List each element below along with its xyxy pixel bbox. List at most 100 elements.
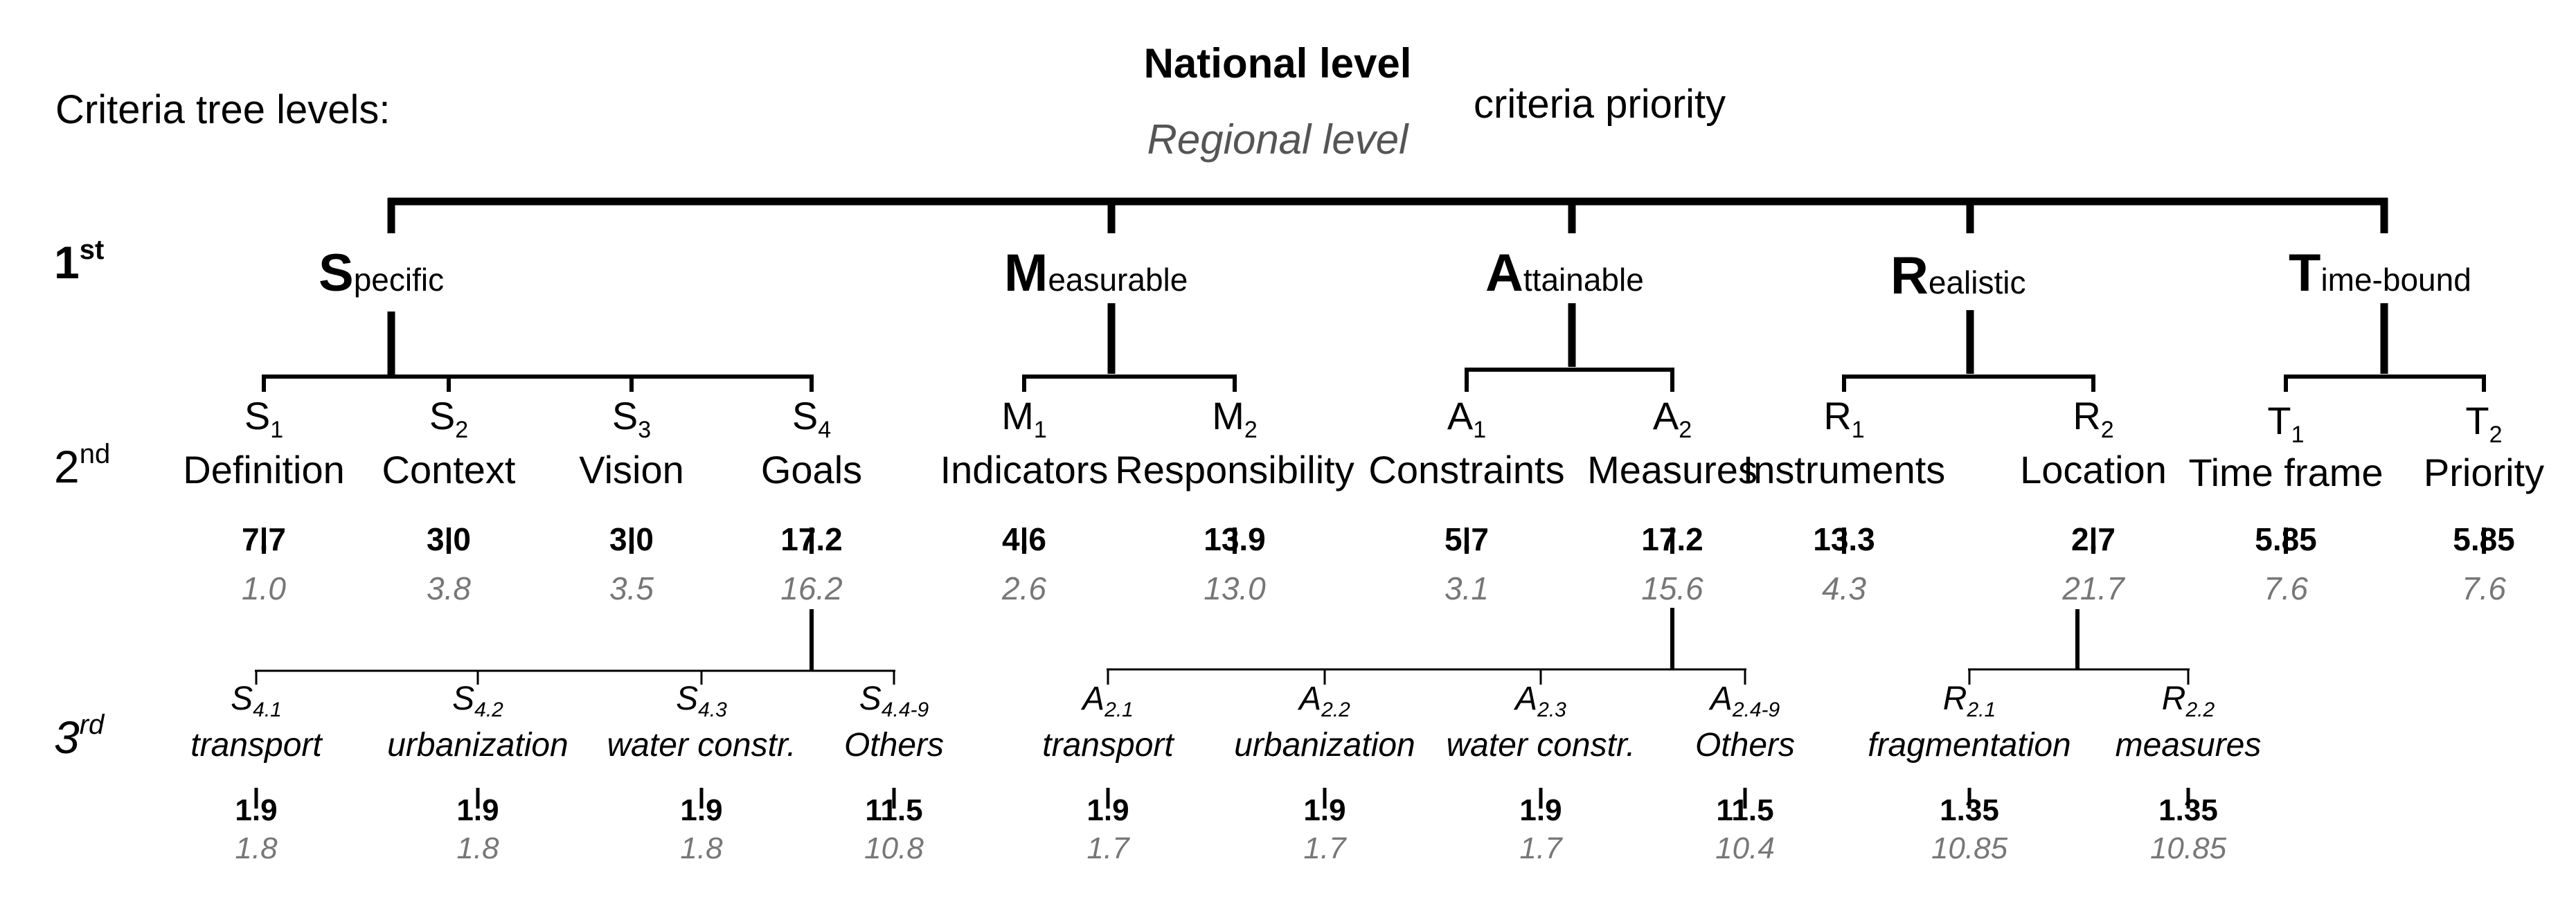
l2-label: Context — [382, 448, 516, 491]
l2-national-value: 2.7 — [2071, 521, 2116, 557]
l2-regional-value: 16.2 — [780, 570, 843, 606]
l2-regional-value: 13.0 — [1204, 570, 1266, 606]
l3-national-value: 1.9 — [680, 793, 722, 827]
l2-national-value: 7.7 — [242, 521, 286, 557]
l2-national-value: 3.0 — [609, 521, 654, 557]
l3-national-value: 11.5 — [865, 793, 922, 827]
l2-label: Measures — [1587, 448, 1757, 491]
l2-code: T1 — [2267, 399, 2304, 448]
level-label-third: 3rd — [54, 710, 105, 763]
l2-code: S4 — [792, 394, 831, 443]
l2-national-value: 13.3 — [1813, 521, 1875, 557]
root-connector — [387, 197, 2388, 233]
level2-nodes: S1 Definition 7.7 1.0 S2 Context 3.0 3.8 S3 Visio… — [183, 394, 2544, 606]
l2-regional-value: 1.0 — [242, 570, 286, 606]
l2-regional-value: 15.6 — [1641, 570, 1703, 606]
l2-national-value: 3.0 — [427, 521, 471, 557]
l2-regional-value: 3.1 — [1444, 570, 1489, 606]
l2-code: S2 — [429, 394, 468, 443]
l2-code: T2 — [2465, 399, 2502, 448]
l2-label: Constraints — [1368, 448, 1564, 491]
l2-code: R1 — [1823, 394, 1864, 443]
l3-label: Others — [844, 727, 944, 764]
legend-caption: Criteria tree levels: — [55, 87, 390, 132]
l3-code: R2.2 — [2162, 680, 2215, 721]
l3-regional-value: 1.7 — [1086, 831, 1130, 865]
l2-regional-value: 2.6 — [1001, 570, 1046, 606]
l2-label: Instruments — [1743, 448, 1946, 491]
l3-regional-value: 1.7 — [1303, 831, 1347, 865]
l3-regional-value: 1.8 — [235, 831, 278, 865]
node-realistic: Realistic — [1890, 246, 2026, 305]
l2-label: Goals — [761, 448, 862, 491]
l3-label: transport — [190, 727, 323, 764]
l3-label: urbanization — [387, 727, 569, 764]
l3-label: measures — [2116, 727, 2262, 764]
l2-label: Definition — [183, 448, 344, 491]
level-label-second: 2nd — [54, 439, 110, 492]
l3-national-value: 1.9 — [456, 793, 499, 827]
l2-code: S1 — [244, 394, 283, 443]
l3-label: transport — [1042, 727, 1174, 764]
node-measurable: Measurable — [1004, 244, 1188, 303]
l2-national-value: 5.7 — [1444, 521, 1489, 557]
legend-national-level: National level — [1144, 40, 1412, 87]
legend-criteria-priority: criteria priority — [1474, 82, 1726, 127]
l2-code: R2 — [2073, 394, 2113, 443]
l2-code: M2 — [1212, 394, 1258, 443]
l3-label: water constr. — [1447, 727, 1636, 764]
l3-code: R2.1 — [1943, 680, 1996, 721]
l3-code: A2.1 — [1080, 680, 1134, 721]
l3-regional-value: 10.8 — [864, 831, 924, 865]
level1-to-level2-connectors — [262, 303, 2486, 392]
l2-label: Indicators — [940, 448, 1109, 491]
node-attainable: Attainable — [1485, 244, 1644, 303]
l3-national-value: 1.35 — [1940, 793, 1999, 827]
l2-label: Priority — [2424, 451, 2544, 494]
l3-label: urbanization — [1234, 727, 1415, 764]
l3-regional-value: 10.85 — [2150, 831, 2227, 865]
l2-regional-value: 7.6 — [2462, 570, 2506, 606]
l3-code: A2.3 — [1513, 680, 1566, 721]
l3-national-value: 1.9 — [1086, 793, 1129, 827]
node-time-bound: Time-bound — [2289, 244, 2471, 303]
l2-code: A1 — [1447, 394, 1486, 443]
legend-regional-level: Regional level — [1147, 116, 1410, 163]
l2-label: Vision — [579, 448, 684, 491]
l2-regional-value: 21.7 — [2061, 570, 2125, 606]
l2-code: A2 — [1653, 394, 1692, 443]
l2-national-value: 17.2 — [780, 521, 843, 557]
l3-code: A2.2 — [1297, 680, 1350, 721]
l3-regional-value: 1.8 — [680, 831, 723, 865]
l2-code: S3 — [612, 394, 651, 443]
level3-nodes: S4.1 transport 1.9 1.8 S4.2 urbanization 1.9 1.… — [190, 680, 2261, 865]
l3-code: S4.2 — [452, 680, 503, 721]
l3-regional-value: 1.7 — [1519, 831, 1563, 865]
l3-code: A2.4-9 — [1708, 680, 1780, 721]
l3-national-value: 1.9 — [1303, 793, 1345, 827]
l3-code: S4.3 — [676, 680, 727, 721]
l3-national-value: 1.35 — [2158, 793, 2218, 827]
l2-label: Location — [2020, 448, 2167, 491]
l3-regional-value: 10.85 — [1931, 831, 2008, 865]
l3-label: fragmentation — [1868, 727, 2071, 764]
l2-code: M1 — [1001, 394, 1047, 443]
l3-label: water constr. — [607, 727, 796, 764]
l2-national-value: 13.9 — [1204, 521, 1266, 557]
l2-regional-value: 7.6 — [2264, 570, 2308, 606]
level2-to-level3-connectors — [255, 608, 2190, 685]
l3-national-value: 11.5 — [1716, 793, 1773, 827]
l2-regional-value: 4.3 — [1822, 570, 1866, 606]
l2-regional-value: 3.5 — [609, 570, 654, 606]
l3-code: S4.4-9 — [859, 680, 929, 721]
l2-regional-value: 3.8 — [427, 570, 471, 606]
l3-national-value: 1.9 — [235, 793, 277, 827]
l3-regional-value: 10.4 — [1715, 831, 1775, 865]
l3-code: S4.1 — [231, 680, 282, 721]
l3-regional-value: 1.8 — [456, 831, 499, 865]
l2-label: Time frame — [2188, 451, 2383, 494]
l2-national-value: 4.6 — [1002, 521, 1046, 557]
l2-label: Responsibility — [1115, 448, 1354, 491]
l3-national-value: 1.9 — [1519, 793, 1562, 827]
